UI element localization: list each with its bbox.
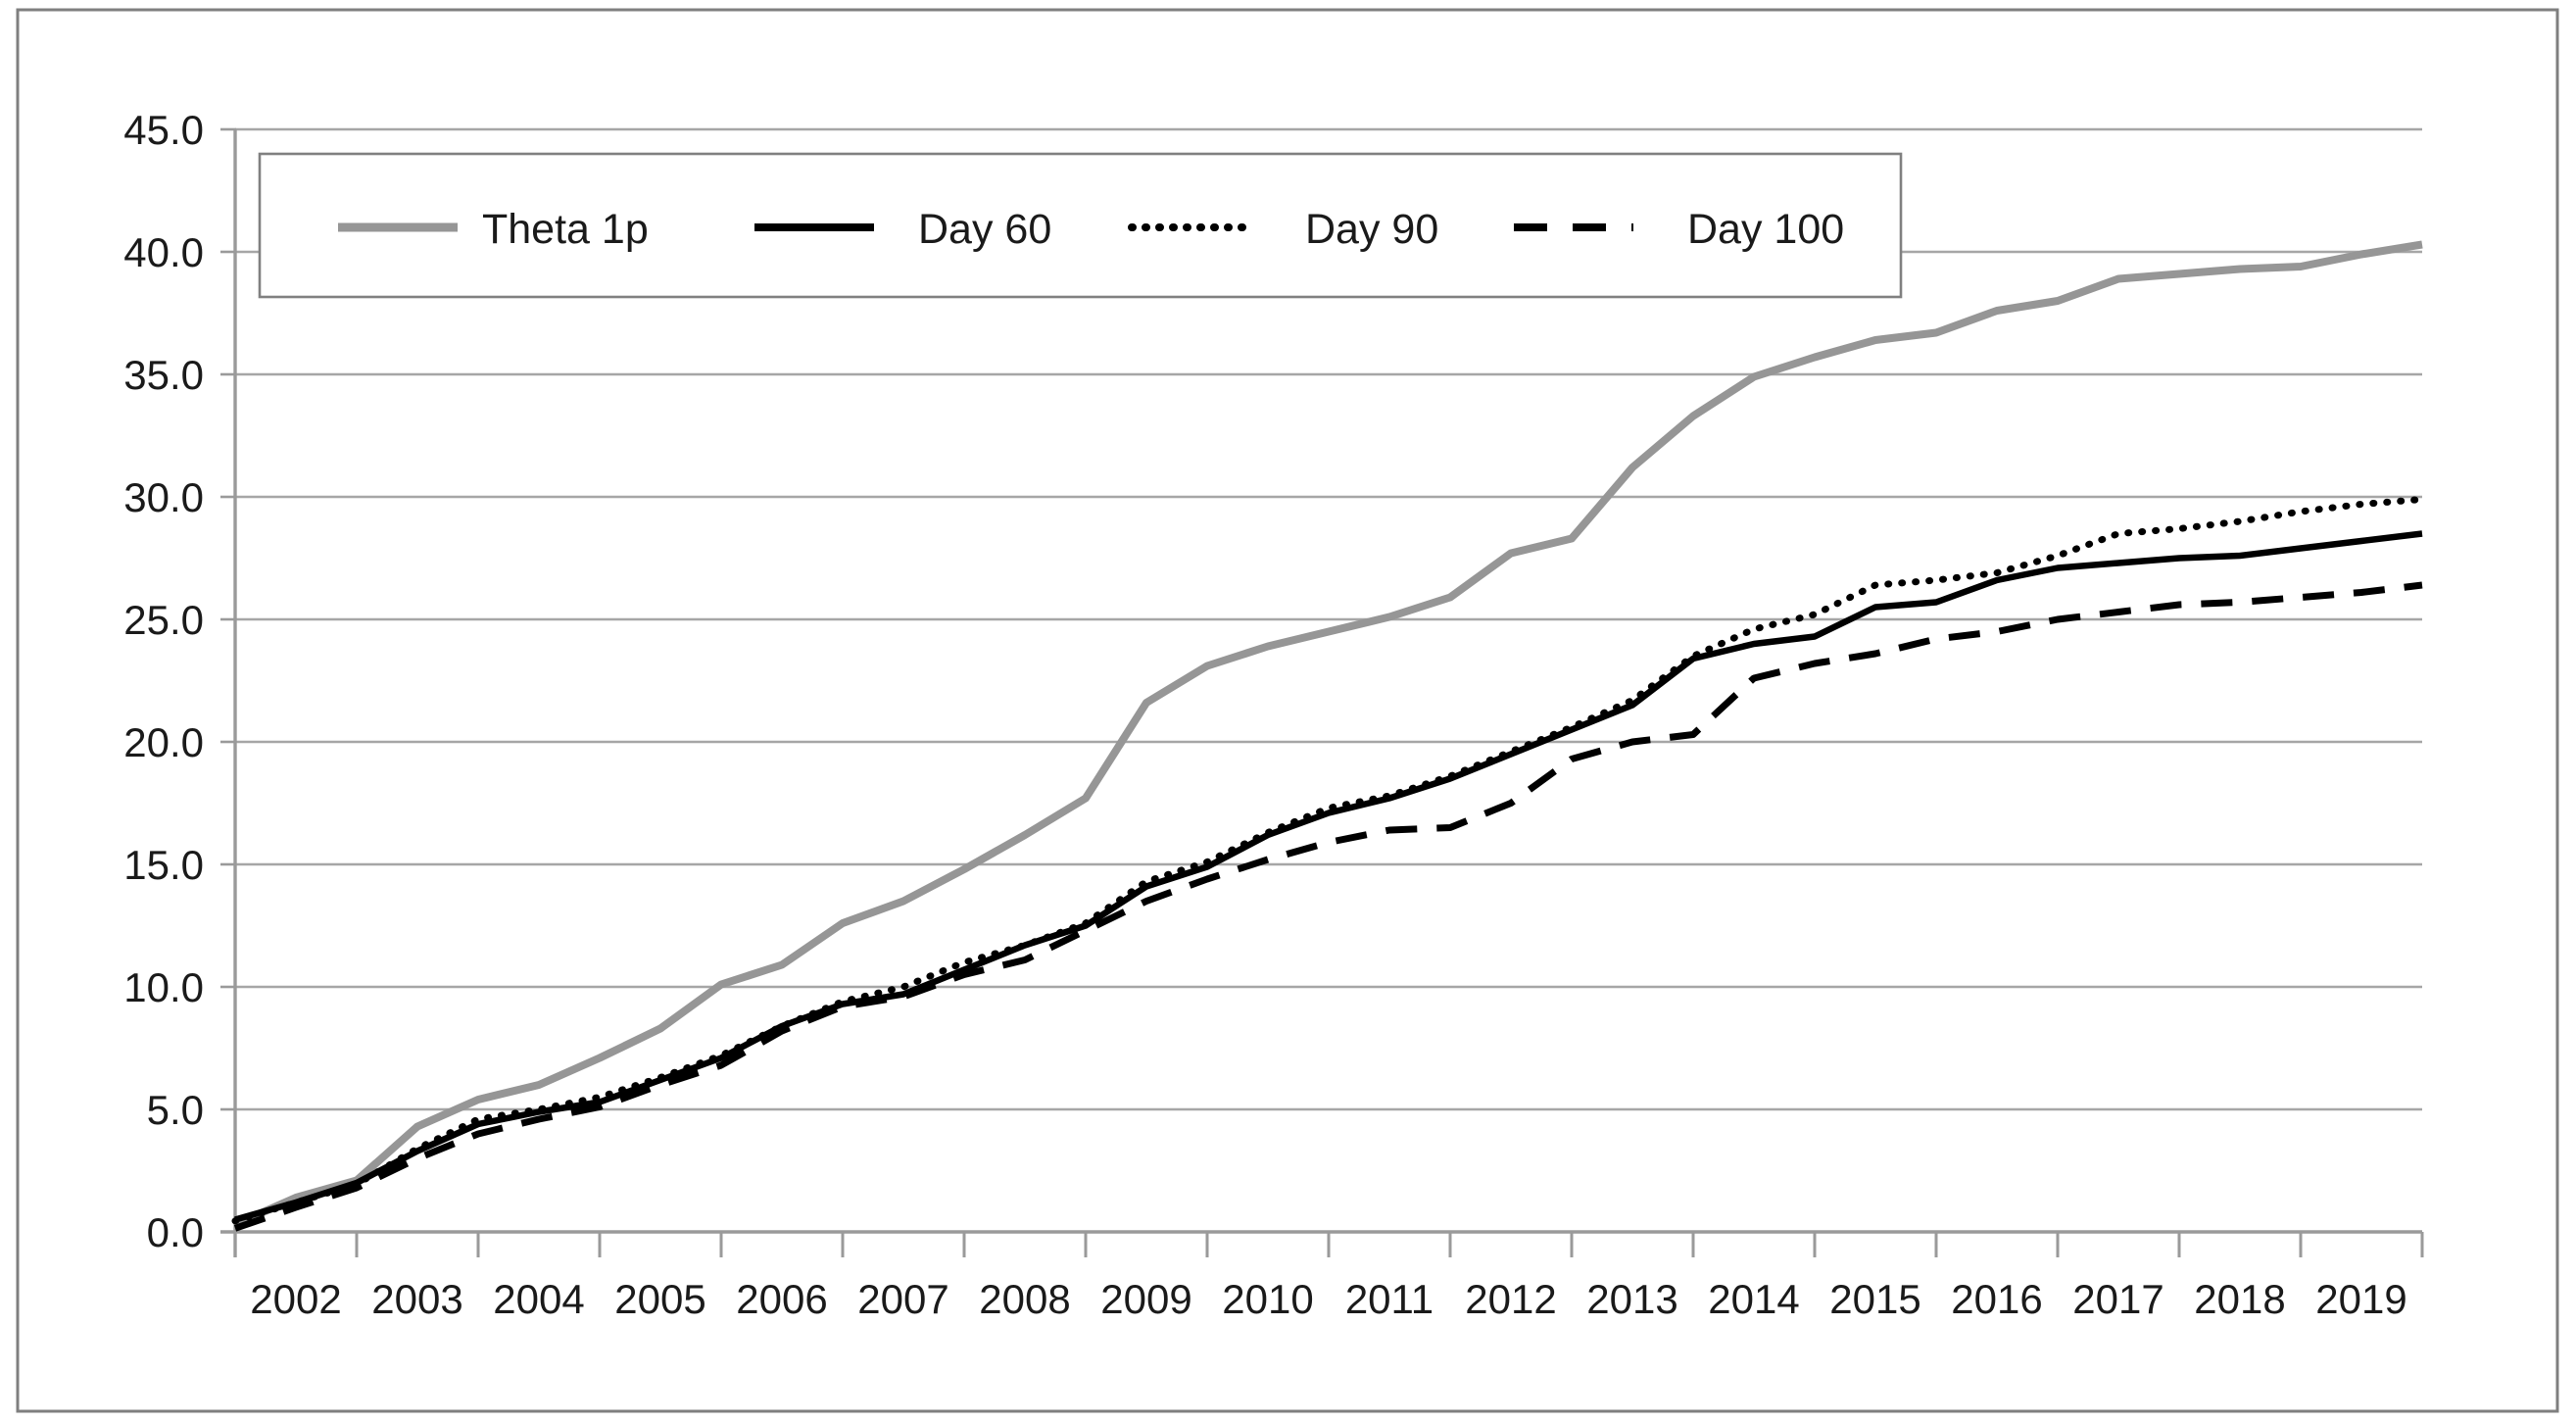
series-line-day-90: [231, 496, 2426, 1225]
x-tick-label: 2005: [614, 1276, 705, 1322]
y-tick-label: 35.0: [123, 352, 204, 398]
x-tick-label: 2011: [1345, 1276, 1434, 1322]
y-tick-label: 10.0: [123, 964, 204, 1010]
x-tick-label: 2014: [1708, 1276, 1799, 1322]
y-tick-label: 40.0: [123, 229, 204, 275]
legend-label-day-100: Day 100: [1687, 206, 1844, 253]
y-tick-label: 5.0: [147, 1087, 204, 1133]
x-tick-label: 2004: [493, 1276, 584, 1322]
x-tick-label: 2010: [1222, 1276, 1313, 1322]
x-tick-label: 2019: [2315, 1276, 2406, 1322]
y-tick-label: 15.0: [123, 842, 204, 888]
y-tick-label: 0.0: [147, 1209, 204, 1255]
legend-label-day-90: Day 90: [1305, 206, 1438, 253]
x-tick-label: 2006: [736, 1276, 827, 1322]
x-tick-label: 2007: [857, 1276, 948, 1322]
x-tick-label: 2015: [1829, 1276, 1920, 1322]
x-tick-label: 2008: [979, 1276, 1070, 1322]
legend-box: [258, 152, 1903, 299]
y-tick-label: 25.0: [123, 597, 204, 643]
figure-border: [16, 8, 2559, 1413]
x-tick-label: 2013: [1586, 1276, 1677, 1322]
legend-label-day-60: Day 60: [918, 206, 1051, 253]
x-tick-label: 2017: [2072, 1276, 2163, 1322]
y-tick-label: 20.0: [123, 719, 204, 765]
x-tick-label: 2016: [1951, 1276, 2042, 1322]
x-tick-label: 2009: [1100, 1276, 1191, 1322]
x-tick-label: 2003: [371, 1276, 462, 1322]
x-tick-label: 2002: [250, 1276, 341, 1322]
series-line-theta-1p: [233, 240, 2423, 1229]
legend-label-theta-1p: Theta 1p: [482, 206, 649, 253]
x-tick-label: 2018: [2194, 1276, 2285, 1322]
x-tick-label: 2012: [1465, 1276, 1556, 1322]
series-line-day-100: [233, 581, 2423, 1232]
series-line-day-60: [234, 530, 2423, 1223]
y-tick-label: 45.0: [123, 107, 204, 153]
y-tick-label: 30.0: [123, 474, 204, 520]
